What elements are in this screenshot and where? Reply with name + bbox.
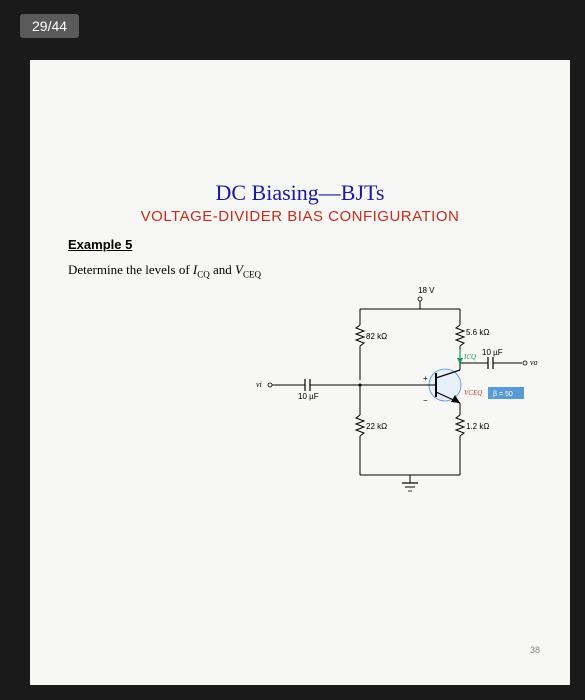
vi-label: vi (256, 380, 262, 389)
slide: DC Biasing—BJTs VOLTAGE-DIVIDER BIAS CON… (30, 60, 570, 685)
slide-subtitle: VOLTAGE-DIVIDER BIAS CONFIGURATION (30, 208, 570, 225)
ico-label: ICQ (463, 353, 476, 361)
svg-text:+: + (423, 374, 428, 383)
problem-prefix: Determine the levels of (68, 262, 193, 277)
page-counter: 29/44 (20, 14, 79, 38)
cin-label: 10 µF (298, 392, 319, 401)
supply-label: 18 V (418, 286, 435, 295)
sub2: CEQ (243, 270, 261, 280)
var2: V (235, 262, 243, 277)
vce-label: VCEQ (464, 389, 482, 397)
svg-text:−: − (423, 396, 428, 405)
r2-label: 22 kΩ (366, 422, 387, 431)
slide-title: DC Biasing—BJTs (30, 180, 570, 206)
r1-label: 82 kΩ (366, 332, 387, 341)
problem-text: Determine the levels of ICQ and VCEQ (68, 262, 570, 280)
sub1: CQ (197, 270, 210, 280)
cout-label: 10 µF (482, 348, 503, 357)
problem-mid: and (210, 262, 235, 277)
rc-label: 5.6 kΩ (466, 328, 489, 337)
example-label: Example 5 (68, 237, 570, 252)
circuit-diagram: 18 V 82 kΩ 5.6 kΩ ICQ 10 µF (250, 285, 550, 545)
footer-page-number: 38 (530, 645, 540, 655)
beta-label: β = 50 (493, 391, 513, 398)
vo-label: vo (530, 358, 538, 367)
re-label: 1.2 kΩ (466, 422, 489, 431)
